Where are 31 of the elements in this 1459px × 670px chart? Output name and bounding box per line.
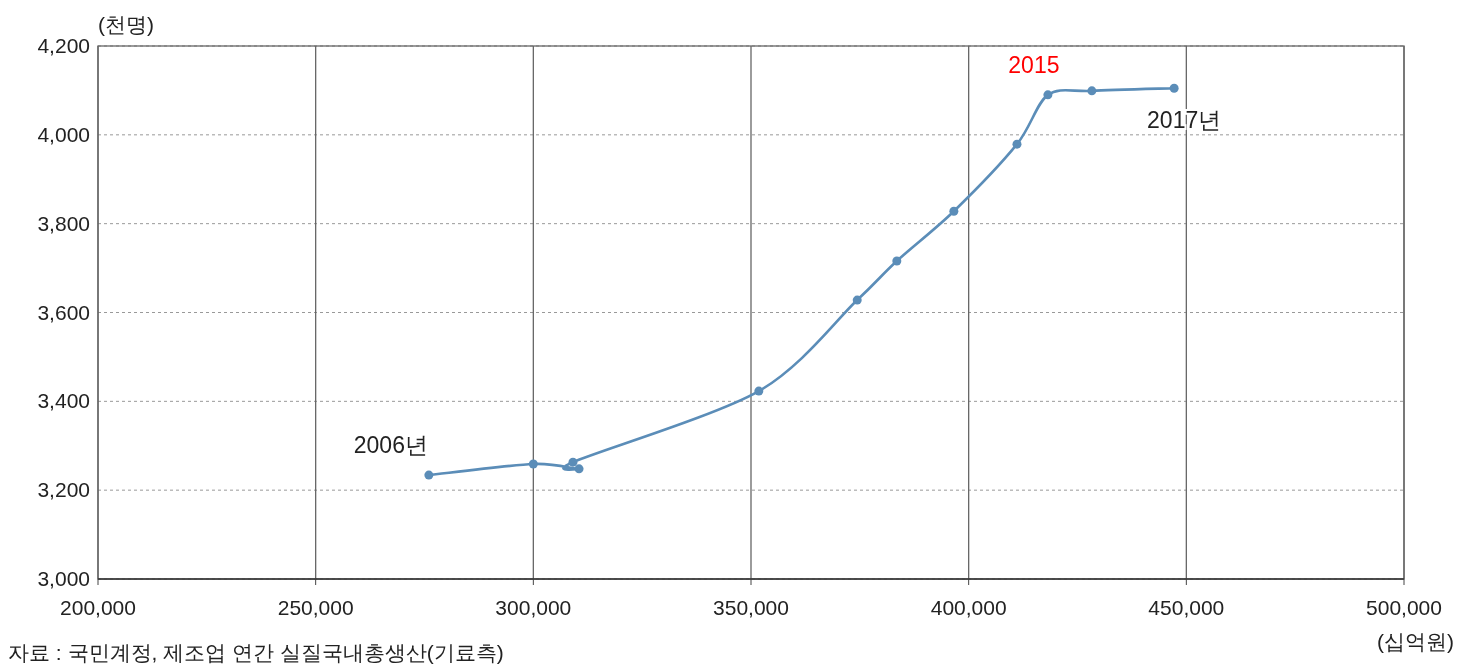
y-tick-label: 3,600 xyxy=(37,300,90,324)
text: 자료 : 국민계정, 제조업 연간 실질국내총생산(기료측) xyxy=(8,641,504,664)
point xyxy=(574,464,584,474)
x-tick-label: 450,000 xyxy=(1148,596,1225,619)
annotation: 2006년 xyxy=(353,432,428,459)
point xyxy=(852,295,862,305)
point xyxy=(949,206,959,216)
x-tick-label: 300,000 xyxy=(495,596,572,619)
y-tick-label: 3,200 xyxy=(37,478,90,502)
y-tick-label: 3,400 xyxy=(37,389,90,413)
point xyxy=(754,386,764,396)
point xyxy=(528,459,538,469)
y-axis-title: (천명) xyxy=(98,13,154,36)
x-axis-title: (십억원) xyxy=(1377,630,1454,653)
annotation: 2015 xyxy=(1008,51,1060,78)
point xyxy=(1043,90,1053,100)
x-tick-label: 500,000 xyxy=(1366,596,1442,619)
point xyxy=(424,470,434,480)
point xyxy=(568,457,578,467)
x-tick-label: 250,000 xyxy=(277,596,354,619)
y-tick-label: 4,200 xyxy=(37,34,90,57)
x-tick-label: 200,000 xyxy=(60,596,136,619)
y-tick-label: 3,000 xyxy=(37,567,90,590)
y-tick-label: 3,800 xyxy=(37,211,90,235)
point xyxy=(1169,83,1179,93)
x-tick-label: 350,000 xyxy=(713,596,789,619)
point xyxy=(1087,86,1097,96)
y-tick-label: 4,000 xyxy=(37,122,90,146)
x-tick-label: 400,000 xyxy=(930,596,1007,619)
point xyxy=(892,256,902,266)
point xyxy=(1012,139,1022,149)
